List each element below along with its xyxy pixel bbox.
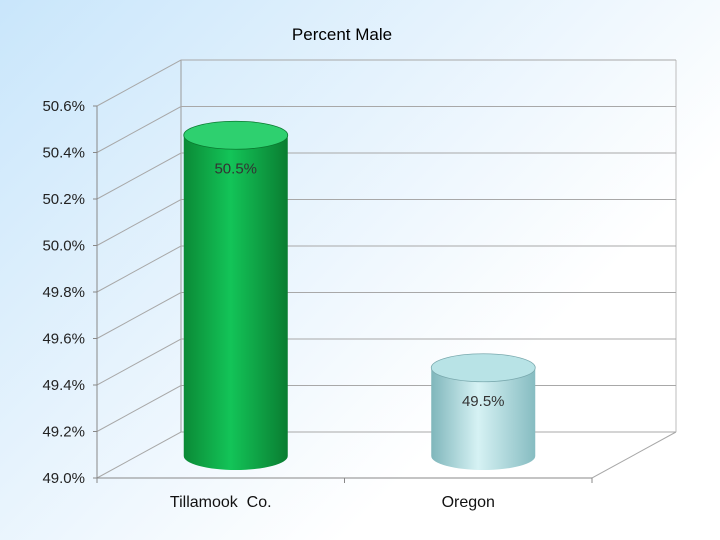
bar [183,120,289,471]
y-tick-label: 49.6% [42,331,85,348]
gridline [96,338,676,386]
y-tick-label: 49.8% [42,284,85,301]
y-tick-label: 49.0% [42,470,85,487]
gridline [96,106,676,153]
data-label: 50.5% [214,160,257,177]
bars: 50.5% 49.5% [183,120,536,471]
y-tick-label: 49.4% [42,377,85,394]
gridline [96,152,676,200]
gridline [96,59,676,107]
data-label: 49.5% [462,393,505,410]
gridline [96,199,676,246]
chart-title: Percent Male [292,25,392,44]
gridline [96,292,676,339]
y-tick-label: 50.6% [42,98,85,115]
x-tick-label: Tillamook Co. [170,494,272,511]
y-tick-label: 50.2% [42,191,85,208]
bar-body [183,135,288,471]
y-tick-label: 49.2% [42,424,85,441]
y-tick-label: 50.0% [42,238,85,255]
gridline [96,245,676,293]
axes: 49.0% 49.2% 49.4% 49.6% 49.8% 50.0% 50.2% 50.4%… [42,98,593,511]
y-tick-label: 50.4% [42,145,85,162]
bar-top [183,120,289,150]
bar [430,353,536,471]
bar-top [430,353,536,383]
bar-body [431,367,536,471]
x-tick-label: Oregon [442,494,495,511]
